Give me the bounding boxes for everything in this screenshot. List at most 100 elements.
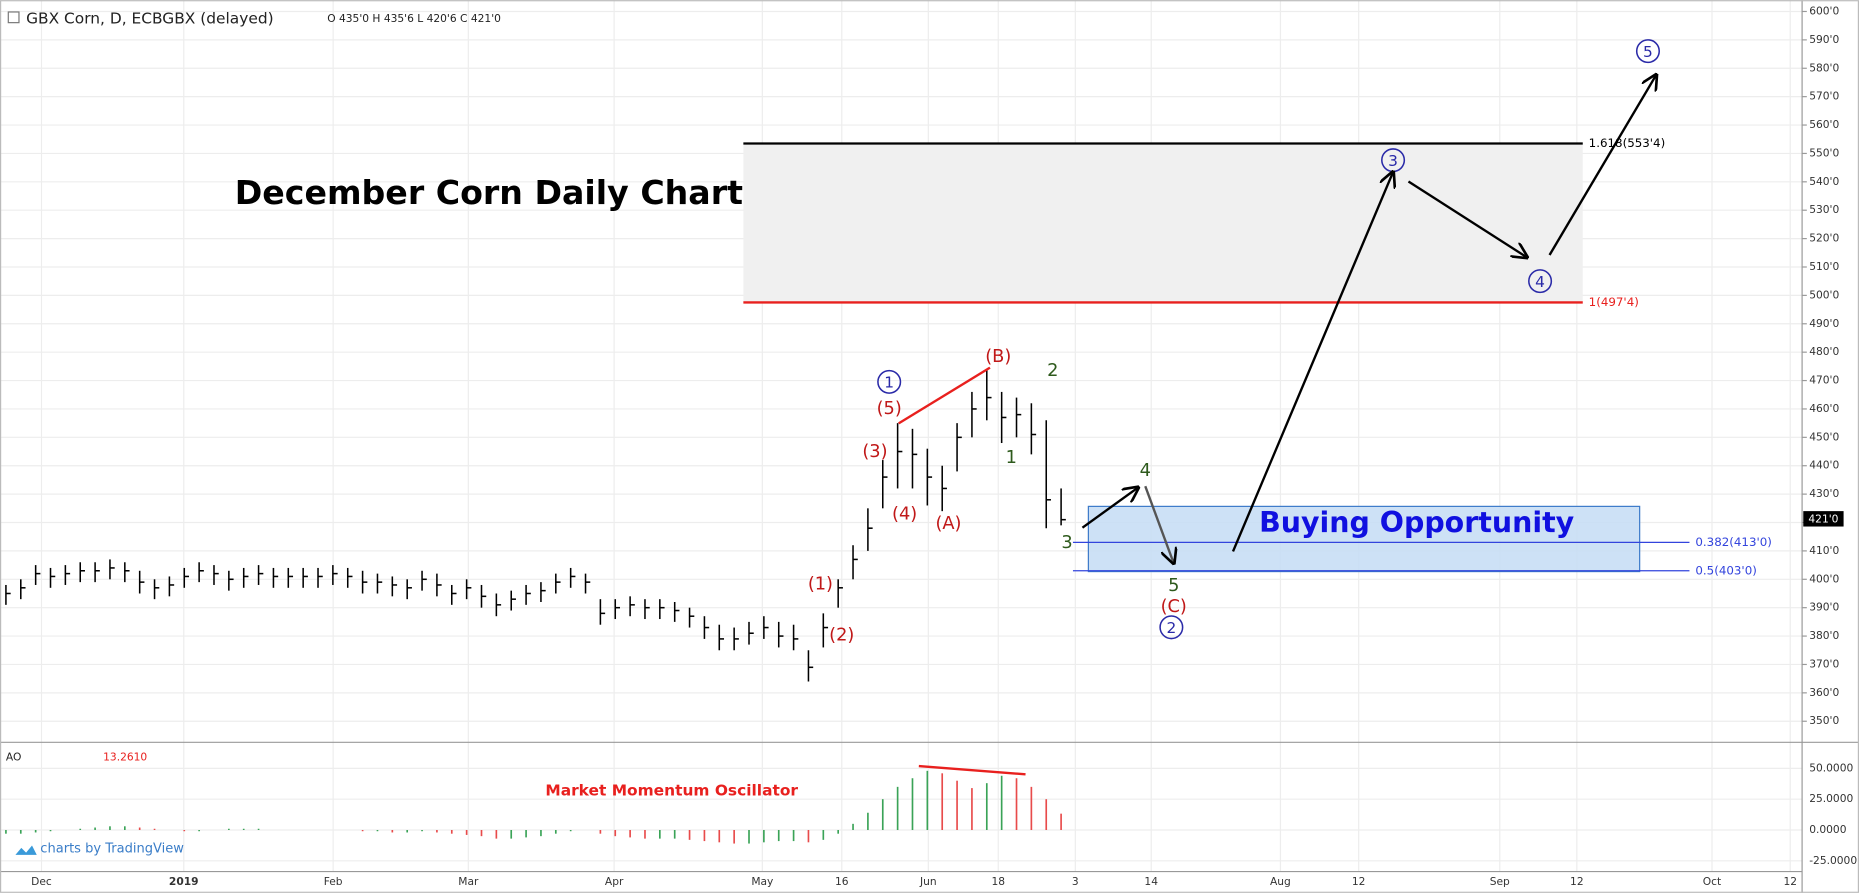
wave-label: 2 <box>1166 619 1176 637</box>
ao-title: Market Momentum Oscillator <box>545 781 798 799</box>
chart-title: December Corn Daily Chart <box>235 173 743 212</box>
y-tick-label: 360'0 <box>1809 686 1839 699</box>
wave-label: (A) <box>935 513 961 534</box>
arrows <box>1081 75 1657 563</box>
ao-divergence-line <box>918 764 1026 776</box>
wave-label: (3) <box>862 441 887 462</box>
arrow <box>1407 180 1527 258</box>
x-tick-label: Mar <box>458 875 479 888</box>
wave-label: 4 <box>1140 460 1151 481</box>
x-tick-label: Jun <box>919 875 937 888</box>
x-tick-label: 18 <box>991 875 1005 888</box>
wave-label: 5 <box>1168 575 1179 596</box>
x-tick-label: 16 <box>835 875 849 888</box>
y-tick-label: 590'0 <box>1809 33 1839 46</box>
ao-value: 13.2610 <box>103 751 147 764</box>
labels: Dec 2019 Feb Mar Apr May 16 Jun 18 3 14 Aug 12 Sep 12 O… <box>31 4 1857 888</box>
wave-label: 1 <box>1006 447 1017 468</box>
wave-label: 4 <box>1535 273 1545 291</box>
last-price-box <box>1803 511 1844 527</box>
price-bars <box>5 369 1066 682</box>
buying-box <box>1087 505 1641 573</box>
wave-circle <box>1528 269 1553 294</box>
x-tick-label: Sep <box>1490 875 1510 888</box>
x-tick-label: 12 <box>1783 875 1797 888</box>
x-tick-label: Feb <box>324 875 343 888</box>
target-zone <box>743 143 1583 303</box>
ao-name: AO <box>6 751 22 764</box>
y-tick-label: 480'0 <box>1809 345 1839 358</box>
fib-label: 1.618(553'4) <box>1589 136 1666 150</box>
wave-label: 3 <box>1388 152 1398 170</box>
y-tick-label: 540'0 <box>1809 175 1839 188</box>
x-tick-label: 14 <box>1144 875 1158 888</box>
wave-label: (5) <box>877 398 902 419</box>
fib-label: 0.382(413'0) <box>1695 535 1772 549</box>
arrow <box>1144 485 1173 563</box>
y-tick-label: 570'0 <box>1809 90 1839 103</box>
x-tick-label: 12 <box>1352 875 1366 888</box>
y-tick-label: 500'0 <box>1809 288 1839 301</box>
fib-label: 1(497'4) <box>1589 295 1639 309</box>
x-tick-label: Oct <box>1703 875 1721 888</box>
y-tick-label: 0.0000 <box>1809 823 1847 836</box>
ao-histogram <box>5 770 1062 844</box>
y-tick-label: 350'0 <box>1809 714 1839 727</box>
arrow <box>1548 75 1657 256</box>
symbol-label: GBX Corn, D, ECBGBX (delayed) <box>26 10 274 28</box>
arrow <box>1081 487 1138 529</box>
logo <box>15 845 37 855</box>
y-tick-label: 550'0 <box>1809 146 1839 159</box>
wave-circle <box>1159 615 1184 640</box>
wave-label: 2 <box>1047 360 1058 381</box>
y-tick-label: 410'0 <box>1809 544 1839 557</box>
y-tick-label: 470'0 <box>1809 374 1839 387</box>
ohlc-label: O 435'0 H 435'6 L 420'6 C 421'0 <box>327 12 501 25</box>
grid <box>0 0 1803 872</box>
arrow <box>1231 172 1393 552</box>
wave-label: (4) <box>892 504 917 525</box>
y-tick-label: 380'0 <box>1809 629 1839 642</box>
wave-label: 1 <box>884 374 894 392</box>
y-tick-label: -25.0000 <box>1809 854 1857 867</box>
x-tick-label: Apr <box>605 875 624 888</box>
y-tick-label: 520'0 <box>1809 232 1839 245</box>
annotation: Buying Opportunity <box>1259 506 1575 539</box>
last-price: 421'0 <box>1808 512 1838 525</box>
y-tick-label: 440'0 <box>1809 459 1839 472</box>
y-tick-label: 530'0 <box>1809 203 1839 216</box>
y-tick-label: 510'0 <box>1809 260 1839 273</box>
y-tick-label: 450'0 <box>1809 430 1839 443</box>
x-tick-label: 12 <box>1570 875 1584 888</box>
wave-label: 3 <box>1061 532 1072 553</box>
y-tick-label: 580'0 <box>1809 61 1839 74</box>
y-tick-label: 390'0 <box>1809 601 1839 614</box>
y-tick-label: 370'0 <box>1809 657 1839 670</box>
wave-label: (B) <box>985 346 1011 367</box>
wave-circle <box>1635 39 1660 64</box>
y-tick-label: 490'0 <box>1809 317 1839 330</box>
wave-label: 5 <box>1643 43 1653 61</box>
y-tick-label: 400'0 <box>1809 572 1839 585</box>
divergence-line <box>898 366 991 425</box>
x-tick-label: Aug <box>1270 875 1291 888</box>
wave-label: (C) <box>1161 596 1187 617</box>
wave-label: (1) <box>808 574 833 595</box>
levels <box>743 142 1690 572</box>
watermark: charts by TradingView <box>40 842 184 857</box>
y-tick-label: 25.0000 <box>1809 792 1853 805</box>
wave-circle <box>877 369 902 394</box>
x-tick-label: May <box>751 875 773 888</box>
y-tick-label: 430'0 <box>1809 487 1839 500</box>
y-tick-label: 460'0 <box>1809 402 1839 415</box>
y-tick-label: 50.0000 <box>1809 761 1853 774</box>
collapse-icon[interactable] <box>7 11 20 24</box>
x-tick-label: Dec <box>31 875 52 888</box>
x-tick-label: 2019 <box>169 875 199 888</box>
y-tick-label: 600'0 <box>1809 4 1839 17</box>
wave-label: (2) <box>829 625 854 646</box>
y-tick-label: 560'0 <box>1809 118 1839 131</box>
